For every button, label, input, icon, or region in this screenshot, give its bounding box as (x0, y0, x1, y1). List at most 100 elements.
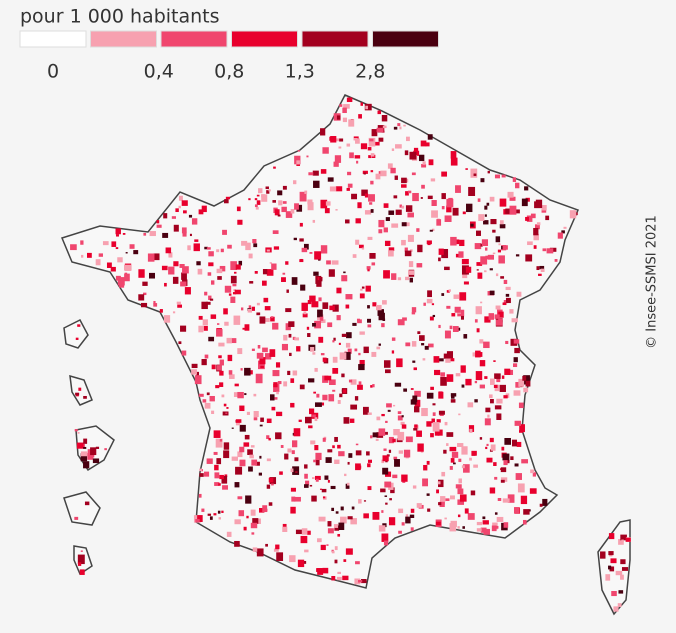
commune (455, 484, 462, 489)
commune (399, 126, 402, 130)
commune (320, 169, 327, 174)
commune (204, 354, 209, 359)
commune (350, 404, 358, 410)
commune (569, 210, 577, 219)
commune (246, 515, 249, 519)
commune (339, 138, 344, 142)
commune (409, 514, 415, 519)
commune (378, 343, 381, 346)
commune (457, 499, 465, 505)
commune (498, 311, 504, 318)
commune (335, 157, 338, 161)
commune (239, 424, 246, 432)
commune (213, 430, 221, 438)
commune (340, 516, 347, 524)
commune (509, 309, 514, 314)
commune (238, 260, 243, 266)
legend-label: 1,3 (285, 61, 315, 83)
commune (230, 338, 237, 344)
commune (479, 360, 486, 367)
commune (405, 436, 413, 443)
commune (364, 103, 372, 111)
commune (297, 150, 301, 152)
commune (452, 326, 459, 332)
commune (209, 395, 215, 402)
commune (610, 558, 617, 564)
commune (360, 143, 368, 150)
commune (388, 449, 392, 453)
commune (445, 498, 450, 502)
commune (487, 254, 495, 260)
commune (149, 272, 156, 279)
commune (223, 308, 228, 315)
commune (255, 461, 260, 466)
commune (335, 186, 343, 192)
commune (455, 185, 461, 193)
commune (440, 377, 447, 386)
commune (289, 555, 296, 563)
commune (477, 272, 483, 279)
commune (177, 304, 183, 308)
commune (472, 352, 477, 357)
commune (541, 209, 547, 213)
commune (371, 262, 376, 266)
commune (364, 193, 369, 198)
commune (346, 143, 351, 147)
commune (516, 291, 522, 297)
commune (256, 302, 260, 306)
commune (504, 368, 511, 375)
commune (450, 520, 457, 528)
commune (525, 216, 529, 221)
commune (431, 418, 435, 424)
commune (494, 512, 498, 515)
commune (467, 402, 474, 408)
commune (457, 443, 464, 447)
commune (608, 551, 614, 556)
commune (618, 590, 624, 594)
commune (198, 315, 203, 320)
commune (201, 205, 207, 213)
commune (461, 384, 465, 388)
commune (327, 521, 332, 527)
commune (484, 270, 487, 273)
commune (75, 394, 79, 397)
commune (74, 516, 79, 520)
commune (368, 194, 375, 202)
commune (539, 503, 543, 507)
commune (239, 405, 245, 412)
commune (304, 464, 308, 469)
commune (369, 252, 376, 259)
commune (535, 199, 543, 209)
commune (497, 497, 502, 501)
commune (301, 247, 308, 253)
commune (388, 436, 394, 444)
commune (420, 197, 423, 199)
commune (427, 134, 433, 140)
commune (397, 123, 401, 127)
commune (465, 168, 468, 170)
commune (405, 514, 409, 518)
commune (367, 463, 371, 468)
commune (490, 399, 494, 404)
commune (466, 203, 473, 213)
commune (394, 382, 402, 387)
commune (342, 107, 347, 114)
commune (226, 407, 229, 409)
commune (336, 115, 341, 120)
commune (382, 467, 389, 475)
commune (76, 442, 84, 449)
commune (503, 460, 508, 466)
commune (413, 147, 419, 153)
commune (413, 428, 418, 431)
commune (243, 526, 247, 531)
commune (292, 466, 300, 475)
commune (334, 155, 342, 163)
commune (302, 313, 308, 318)
commune (325, 457, 332, 463)
commune (532, 472, 536, 477)
commune (324, 208, 330, 214)
commune (367, 318, 372, 323)
commune (207, 513, 212, 516)
commune (401, 424, 407, 429)
commune (244, 434, 250, 440)
